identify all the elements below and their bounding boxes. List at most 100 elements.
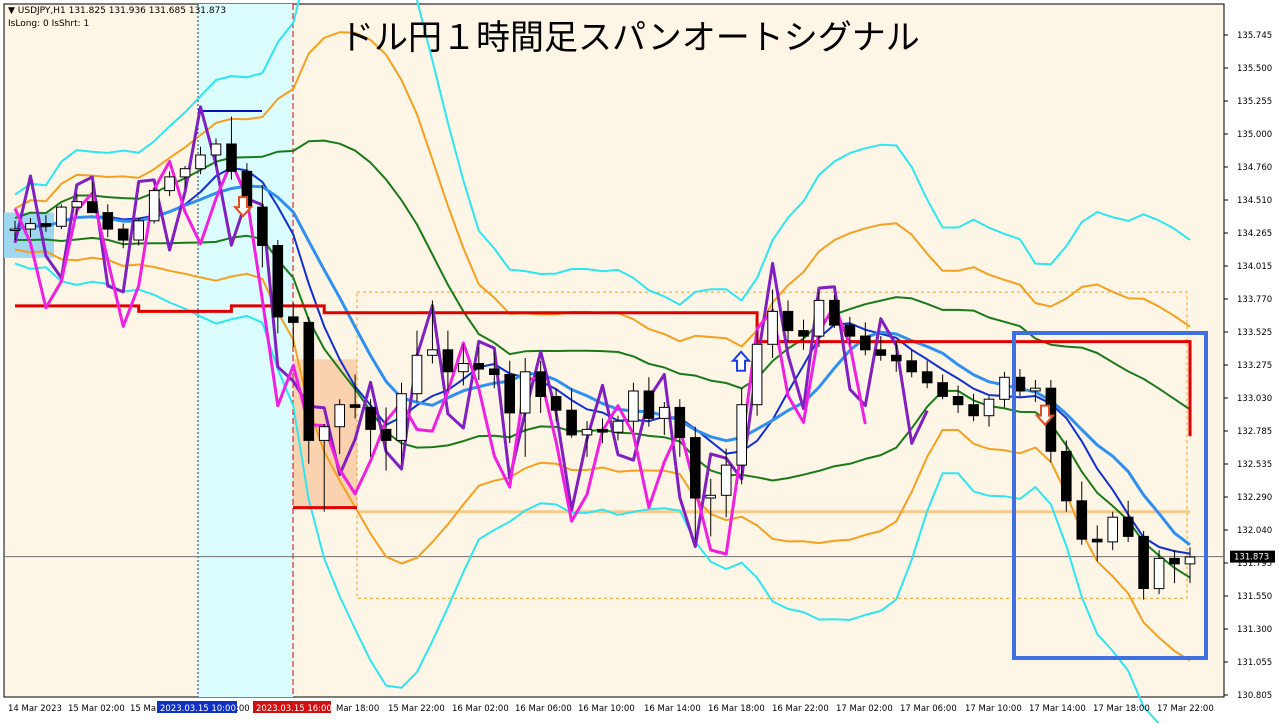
candle-body xyxy=(473,363,485,370)
x-tick-label: 17 Mar 10:00 xyxy=(965,704,1022,714)
candle-body xyxy=(427,349,438,356)
x-tick-label: 17 Mar 06:00 xyxy=(900,704,957,714)
candle-body xyxy=(1030,387,1041,392)
candle-body xyxy=(489,368,500,375)
candle-body xyxy=(628,390,639,422)
candle-body xyxy=(411,354,423,395)
x-marker-bg xyxy=(157,701,237,713)
y-tick-label: 135.255 xyxy=(1237,97,1272,107)
candle-body xyxy=(210,143,222,156)
candle-body xyxy=(458,363,469,373)
symbol-info: ▼ USDJPY,H1 131.825 131.936 131.685 131.… xyxy=(8,6,227,16)
span-line-a xyxy=(13,105,929,548)
x-marker-bg xyxy=(253,701,331,713)
y-tick-label: 134.510 xyxy=(1237,196,1272,206)
x-tick-label: 17 Mar 02:00 xyxy=(836,704,893,714)
candle-body xyxy=(164,176,175,192)
x-tick-label: 16 Mar 02:00 xyxy=(452,704,509,714)
candle-body xyxy=(195,154,206,170)
candle-body xyxy=(535,371,547,397)
candle-body xyxy=(566,409,577,436)
chart-title: ドル円１時間足スパンオートシグナル xyxy=(340,18,920,58)
candle-body xyxy=(643,390,655,419)
candle-body xyxy=(1153,557,1165,590)
highlight-box xyxy=(1012,331,1208,660)
candle-body xyxy=(442,349,454,373)
x-tick-label: 14 Mar 2023 xyxy=(8,704,62,714)
x-tick-label: :00 xyxy=(236,704,250,714)
candle-body xyxy=(396,393,407,441)
candle-body xyxy=(581,428,593,436)
candle-body xyxy=(705,494,717,499)
candle-body xyxy=(1091,538,1103,543)
band-upper-1 xyxy=(14,139,1191,411)
resistance-step-line xyxy=(15,304,1192,437)
y-tick-label: 134.265 xyxy=(1237,229,1272,239)
candle-body xyxy=(906,360,918,373)
signal-status: IsLong: 0 IsShrt: 1 xyxy=(8,19,90,29)
candle-body xyxy=(380,428,392,441)
current-price-tag xyxy=(1230,550,1275,563)
candle-body xyxy=(1107,516,1119,543)
y-tick-label: 135.745 xyxy=(1237,31,1272,41)
candle-body xyxy=(179,168,191,178)
candle-body xyxy=(736,404,748,466)
candle-body xyxy=(303,321,315,441)
candle-body xyxy=(844,324,856,337)
ma-fast xyxy=(14,166,1191,555)
candle-body xyxy=(751,343,763,406)
candle-body xyxy=(921,371,933,384)
candle-body xyxy=(349,404,361,408)
x-tick-label: Mar 18:00 xyxy=(336,704,379,714)
candle-body xyxy=(1076,500,1088,540)
candle-body xyxy=(365,406,376,430)
current-price-label: 131.873 xyxy=(1234,553,1269,563)
y-tick-label: 133.275 xyxy=(1237,361,1272,371)
candle-body xyxy=(87,201,98,214)
signal-zone xyxy=(198,4,293,697)
candle-body xyxy=(999,376,1010,400)
span-line-b xyxy=(13,159,867,556)
y-tick-label: 132.535 xyxy=(1237,460,1272,470)
y-tick-label: 132.290 xyxy=(1237,493,1272,503)
y-tick-label: 134.760 xyxy=(1237,163,1272,173)
y-tick-label: 133.525 xyxy=(1237,328,1272,338)
candle-body xyxy=(102,212,114,230)
x-tick-label: 16 Mar 18:00 xyxy=(708,704,765,714)
candle-body xyxy=(891,354,902,362)
candle-body xyxy=(257,206,268,247)
candle-body xyxy=(767,310,778,345)
band-upper-3 xyxy=(14,0,1191,306)
candle-body xyxy=(813,299,825,337)
candle-body xyxy=(56,206,67,227)
x-tick-label: 17 Mar 22:00 xyxy=(1157,704,1214,714)
x-tick-label: 16 Mar 14:00 xyxy=(644,704,701,714)
candle-body xyxy=(148,190,160,222)
x-tick-label: 16 Mar 22:00 xyxy=(772,704,829,714)
y-tick-label: 131.550 xyxy=(1237,592,1272,602)
x-tick-label: 17 Mar 14:00 xyxy=(1029,704,1086,714)
y-tick-label: 132.040 xyxy=(1237,526,1272,536)
candle-body xyxy=(937,382,948,397)
y-tick-label: 133.770 xyxy=(1237,295,1272,305)
candle-body xyxy=(117,228,129,241)
sell-arrow-icon xyxy=(1034,404,1056,427)
candle-body xyxy=(952,396,964,406)
plot-bg xyxy=(3,3,1225,698)
candle-body xyxy=(40,223,52,227)
x-tick-label: 2023.03.15 10:00 xyxy=(160,704,236,714)
x-tick-label: 16 Mar 10:00 xyxy=(578,704,635,714)
sell-arrow-icon xyxy=(232,196,254,218)
candle-body xyxy=(519,371,531,414)
ma-mid xyxy=(14,184,1191,546)
candle-body xyxy=(829,299,840,326)
candle-body xyxy=(1061,450,1072,502)
candle-body xyxy=(597,428,608,433)
y-tick-label: 130.805 xyxy=(1237,691,1272,701)
candle-body xyxy=(983,398,995,417)
candle-body xyxy=(272,245,284,318)
candle-body xyxy=(659,406,670,419)
x-tick-label: 17 Mar 18:00 xyxy=(1093,704,1150,714)
